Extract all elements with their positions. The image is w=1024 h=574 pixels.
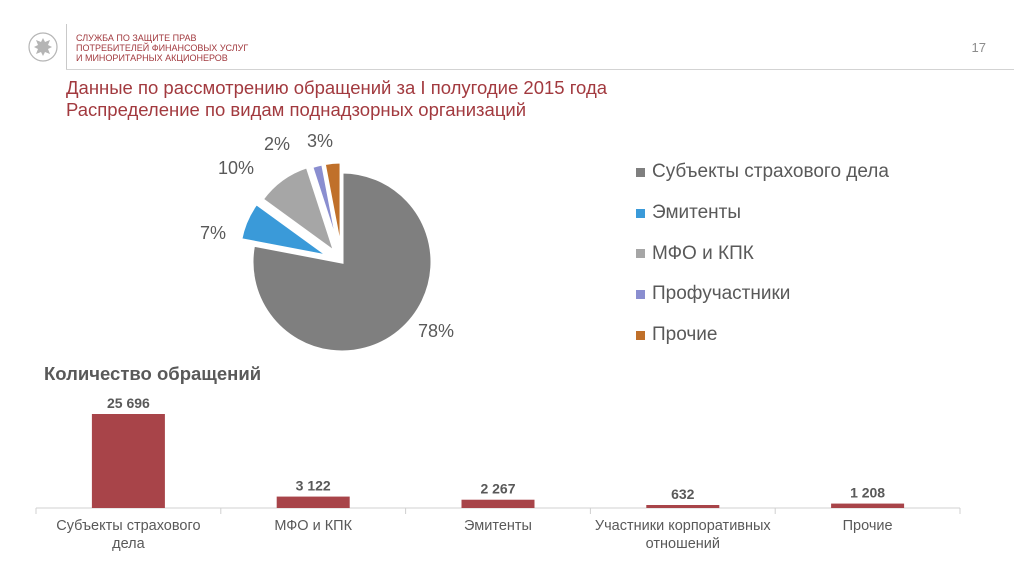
legend-label: Профучастники [652,283,791,305]
legend-item: Эмитенты [636,193,889,234]
bar-chart-title: Количество обращений [44,363,262,384]
category-label: Эмитенты [464,518,532,534]
org-name: СЛУЖБА ПО ЗАЩИТЕ ПРАВ ПОТРЕБИТЕЛЕЙ ФИНАН… [76,33,249,63]
category-label: Субъекты страхового дела [56,518,200,552]
title-line-1: Данные по рассмотрению обращений за I по… [66,77,608,98]
legend-item: Профучастники [636,274,889,315]
bar [831,503,905,508]
pie-slice-label: 2% [264,134,290,154]
legend-item: Субъекты страхового дела [636,152,889,193]
pie-slice [260,164,338,257]
legend-label: Субъекты страхового дела [652,161,889,183]
bar-value-label: 1 208 [850,485,885,501]
pie-slice [238,201,331,258]
header-rule [66,69,1014,70]
legend-swatch [636,289,645,299]
bar-value-label: 2 267 [480,481,515,497]
bar-value-label: 25 696 [107,395,150,411]
legend-label: МФО и КПК [652,242,754,264]
pie-legend: Субъекты страхового дела Эмитенты МФО и КП… [636,152,889,355]
bar [91,414,165,508]
legend-item: Прочие [636,315,889,356]
bar-value-label: 3 122 [296,478,331,494]
page-title: Данные по рассмотрению обращений за I по… [66,77,607,121]
pie-slice-label: 7% [200,223,226,243]
header-divider [66,24,67,70]
legend-swatch [636,208,645,218]
pie-slice [250,170,434,354]
pie-slice [309,162,341,253]
category-label: Участники корпоративных отношений [595,518,772,552]
pie-slice-label: 10% [218,158,254,178]
eagle-emblem-icon [28,32,58,62]
legend-swatch [636,249,645,259]
category-label: МФО и КПК [274,518,352,534]
bar [461,499,535,508]
legend-item: МФО и КПК [636,233,889,274]
title-line-2: Распределение по видам поднадзорных орга… [66,99,527,120]
legend-swatch [636,330,645,340]
pie-slice [322,160,343,253]
legend-swatch [636,167,645,177]
legend-label: Прочие [652,324,718,346]
bar [646,505,720,508]
pie-slice-label: 3% [307,131,333,151]
page-number: 17 [971,40,986,55]
pie-slice-label: 78% [418,321,454,341]
legend-label: Эмитенты [652,202,742,224]
bar-value-label: 632 [671,486,695,502]
category-label: Прочие [843,518,893,534]
bar [276,496,350,508]
